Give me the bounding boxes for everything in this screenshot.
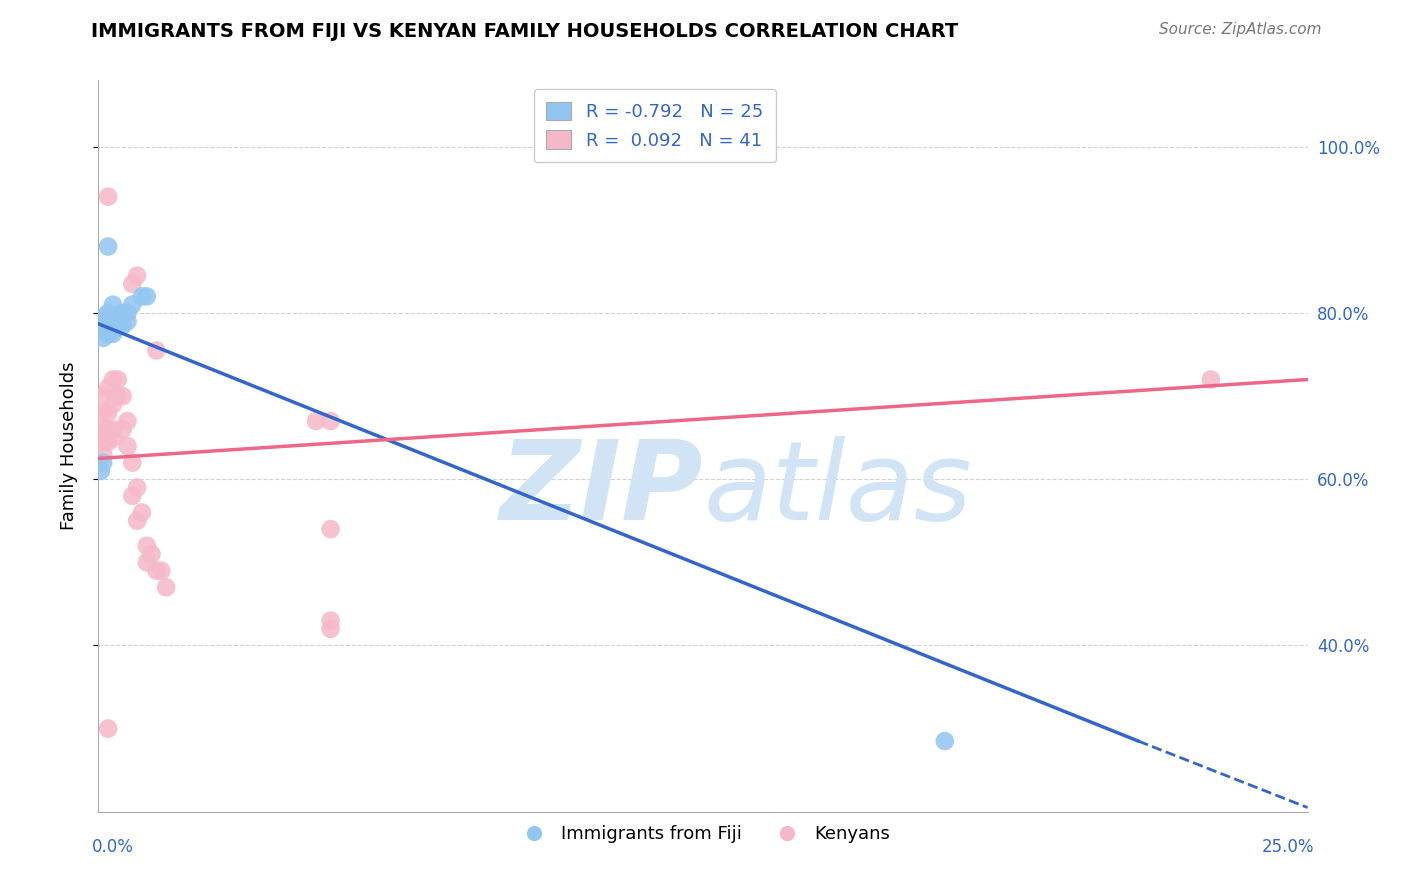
Point [111,318,134,333]
Text: atlas: atlas [703,436,972,543]
Point [117,414,139,428]
Point [97,422,120,436]
Point [101,314,124,328]
Point [97,406,120,420]
Point [97,434,120,449]
Point [135,539,157,553]
Text: ZIP: ZIP [499,436,703,543]
Point [127,514,149,528]
Legend: Immigrants from Fiji, Kenyans: Immigrants from Fiji, Kenyans [509,818,897,850]
Point [101,326,124,341]
Point [131,506,153,520]
Point [101,431,124,445]
Point [101,422,124,436]
Point [111,306,134,320]
Point [111,422,134,436]
Point [319,414,342,428]
Point [107,310,129,325]
Point [101,298,124,312]
Text: IMMIGRANTS FROM FIJI VS KENYAN FAMILY HOUSEHOLDS CORRELATION CHART: IMMIGRANTS FROM FIJI VS KENYAN FAMILY HO… [91,22,959,41]
Point [91,456,114,470]
Point [91,447,114,461]
Point [91,331,114,345]
Point [305,414,328,428]
Point [97,314,120,328]
Point [131,289,153,303]
Point [97,326,120,341]
Point [127,481,149,495]
Point [101,323,124,337]
Point [97,323,120,337]
Point [97,239,120,253]
Point [91,389,114,403]
Point [145,564,167,578]
Point [97,306,120,320]
Point [91,323,114,337]
Text: 25.0%: 25.0% [1263,838,1315,855]
Point [97,722,120,736]
Y-axis label: Family Households: Family Households [59,362,77,530]
Point [1199,372,1222,386]
Point [91,434,114,449]
Point [101,397,124,411]
Point [107,318,129,333]
Point [135,555,157,569]
Point [90,464,112,478]
Point [127,268,149,283]
Point [319,614,342,628]
Point [97,189,120,203]
Point [107,389,129,403]
Point [117,306,139,320]
Point [91,422,114,436]
Point [91,406,114,420]
Point [117,314,139,328]
Point [121,489,143,503]
Text: Source: ZipAtlas.com: Source: ZipAtlas.com [1159,22,1322,37]
Point [150,564,173,578]
Point [145,343,167,358]
Point [90,318,112,333]
Point [121,456,143,470]
Point [155,580,177,594]
Point [91,310,114,325]
Text: 0.0%: 0.0% [91,838,134,855]
Point [135,289,157,303]
Point [107,372,129,386]
Point [319,622,342,636]
Point [117,439,139,453]
Point [141,547,163,561]
Point [101,372,124,386]
Point [97,381,120,395]
Point [121,277,143,291]
Point [319,522,342,536]
Point [121,298,143,312]
Point [934,734,956,748]
Point [111,389,134,403]
